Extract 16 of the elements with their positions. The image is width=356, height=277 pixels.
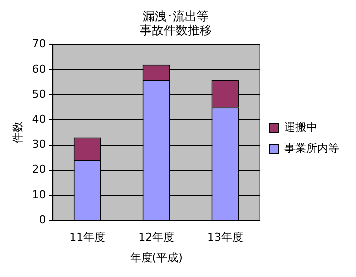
x-tick-label: 12年度	[138, 231, 175, 244]
y-tick-label: 30	[32, 138, 46, 152]
x-tick-label: 13年度	[208, 231, 244, 244]
y-tick-label: 50	[32, 88, 46, 101]
x-tick-label: 11年度	[70, 231, 106, 244]
y-tick-label: 40	[32, 113, 46, 126]
y-tick-label: 0	[39, 213, 46, 226]
chart-title: 漏洩･流出等事故件数推移	[140, 9, 212, 38]
legend-label: 事業所内等	[284, 142, 340, 155]
x-axis-title: 年度(平成)	[130, 251, 183, 264]
y-tick-label: 70	[32, 38, 46, 51]
y-axis-title: 件数	[11, 122, 24, 144]
y-tick-label: 60	[32, 62, 46, 76]
legend-label: 運搬中	[284, 120, 318, 134]
y-tick-label: 10	[32, 188, 46, 202]
y-tick-label: 20	[32, 163, 46, 176]
